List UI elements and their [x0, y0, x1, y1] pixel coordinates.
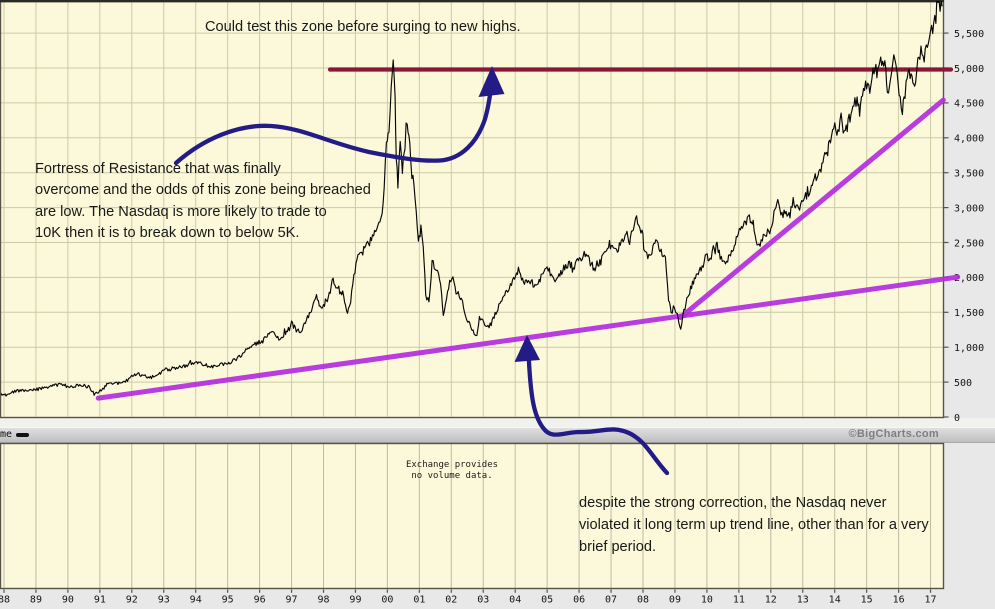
svg-text:500: 500	[954, 378, 972, 389]
svg-text:5,000: 5,000	[954, 64, 984, 75]
svg-text:4,500: 4,500	[954, 99, 984, 110]
volume-label-fragment: me	[0, 429, 13, 440]
annotation-fortress-of-resistance: Fortress of Resistance that was finally …	[35, 161, 371, 241]
annotation-trend-line-never-violated: despite the strong correction, the Nasda…	[579, 495, 929, 555]
volume-toolbar: me ©BigCharts.com	[0, 427, 995, 443]
x-axis-strip	[0, 589, 995, 609]
svg-text:2,000: 2,000	[954, 273, 984, 284]
volume-line-swatch-icon	[16, 433, 29, 437]
svg-text:2,500: 2,500	[954, 238, 984, 249]
y-axis-labels: 05001,0001,5002,0002,5003,0003,5004,0004…	[954, 29, 984, 424]
no-volume-data-note: Exchange provides no volume data.	[405, 460, 499, 481]
svg-text:1,500: 1,500	[954, 308, 984, 319]
svg-text:4,000: 4,000	[954, 134, 984, 145]
bigcharts-watermark: ©BigCharts.com	[848, 428, 939, 440]
svg-text:5,500: 5,500	[954, 29, 984, 40]
svg-text:3,000: 3,000	[954, 203, 984, 214]
svg-text:1,000: 1,000	[954, 343, 984, 354]
annotation-could-test-zone: Could test this zone before surging to n…	[205, 19, 521, 35]
svg-text:3,500: 3,500	[954, 169, 984, 180]
plot-volume-divider	[0, 418, 995, 427]
